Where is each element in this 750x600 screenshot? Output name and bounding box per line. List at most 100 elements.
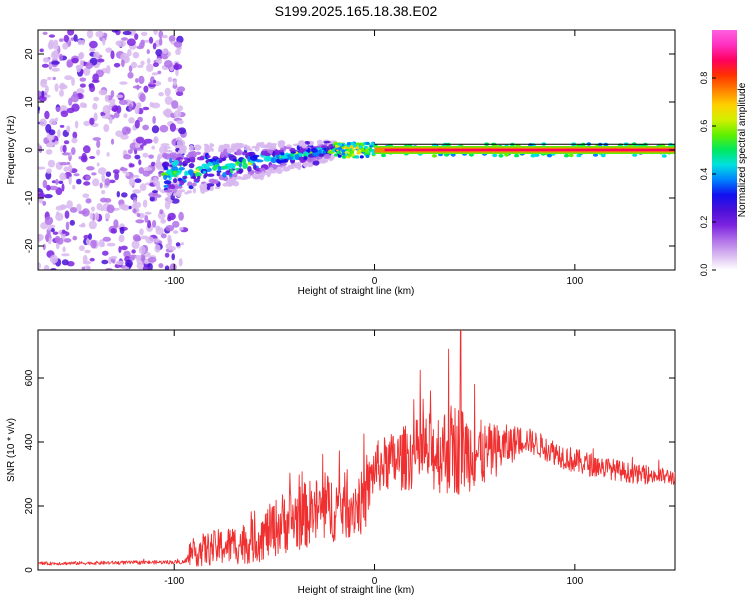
heatmap-cell — [76, 88, 85, 95]
heatmap-cell — [282, 166, 290, 172]
snr-y-label: SNR (10 * v/v) — [6, 418, 17, 482]
heatmap-cell — [163, 166, 169, 171]
heatmap-cell — [226, 171, 231, 175]
heatmap-y-label: Frequency (Hz) — [6, 116, 17, 185]
heatmap-cell — [172, 178, 178, 184]
heatmap-cell — [76, 178, 82, 185]
heatmap-cell — [355, 155, 360, 159]
heatmap-cell — [130, 61, 138, 69]
heatmap-cell — [88, 220, 97, 230]
heatmap-cell — [120, 245, 128, 251]
heatmap-cell — [97, 58, 105, 63]
heatmap-cell — [113, 63, 121, 68]
heatmap-cell — [235, 142, 240, 147]
heatmap-cell — [72, 184, 76, 190]
heatmap-cell — [290, 153, 294, 157]
heatmap-cell — [82, 193, 90, 198]
heatmap-cell — [148, 154, 154, 159]
heatmap-cell — [128, 205, 132, 210]
heatmap-cell — [251, 145, 258, 149]
heatmap-cell — [176, 105, 184, 112]
heatmap-cell — [347, 153, 352, 157]
heatmap-cell — [104, 212, 111, 220]
snr-x-label: Height of straight line (km) — [298, 585, 415, 596]
heatmap-cell — [163, 174, 168, 181]
heatmap-cell — [60, 110, 69, 118]
heatmap-cell — [178, 167, 185, 171]
heatmap-cell — [113, 112, 120, 119]
heatmap-cell — [83, 181, 91, 186]
heatmap-cell — [89, 47, 96, 53]
heatmap-cell — [79, 83, 86, 88]
heatmap-cell — [175, 48, 181, 56]
heatmap-cell — [201, 163, 207, 169]
heatmap-cell — [498, 154, 504, 158]
heatmap-cell — [83, 145, 91, 154]
heatmap-cell — [110, 228, 116, 234]
heatmap-cell — [85, 175, 91, 180]
heatmap-cell — [93, 112, 98, 122]
heatmap-cell — [203, 174, 207, 179]
heatmap-cell — [134, 178, 142, 183]
heatmap-cell — [38, 143, 41, 147]
heatmap-cell — [338, 147, 343, 151]
heatmap-cell — [196, 156, 204, 161]
heatmap-cell — [110, 50, 115, 60]
heatmap-cell — [119, 226, 125, 235]
heatmap-cell — [221, 157, 227, 161]
heatmap-cell — [164, 87, 171, 97]
heatmap-cell — [69, 219, 76, 226]
heatmap-cell — [110, 255, 118, 260]
heatmap-cell — [208, 178, 217, 184]
heatmap-cell — [116, 191, 121, 198]
heatmap-cell — [101, 242, 105, 247]
heatmap-cell — [143, 138, 153, 144]
heatmap-cell — [142, 265, 149, 270]
y-tick-label: -10 — [24, 190, 35, 205]
heatmap-cell — [71, 137, 78, 144]
heatmap-cell — [176, 153, 183, 158]
heatmap-cell — [44, 94, 51, 98]
heatmap-cell — [197, 175, 201, 180]
heatmap-cell — [142, 106, 150, 111]
figure-title: S199.2025.165.18.38.E02 — [275, 3, 438, 19]
heatmap-cell — [534, 153, 540, 157]
heatmap-cell — [310, 148, 318, 153]
heatmap-cell — [224, 151, 229, 157]
heatmap-cell — [265, 155, 271, 161]
heatmap-cell — [236, 176, 242, 180]
heatmap-cell — [59, 82, 66, 90]
heatmap-cell — [182, 175, 188, 180]
heatmap-cell — [432, 154, 437, 158]
heatmap-cell — [151, 125, 160, 134]
heatmap-cell — [492, 153, 498, 158]
heatmap-cell — [176, 119, 184, 125]
heatmap-cell — [147, 256, 157, 263]
heatmap-cell — [89, 84, 96, 93]
heatmap-cell — [349, 145, 354, 149]
heatmap-cell — [172, 79, 177, 86]
heatmap-cell — [92, 137, 102, 141]
heatmap-cell — [192, 187, 196, 194]
heatmap-cell — [177, 86, 186, 93]
heatmap-cell — [147, 220, 152, 229]
heatmap-cell — [277, 140, 285, 146]
heatmap-cell — [530, 153, 536, 158]
heatmap-cell — [135, 254, 142, 261]
heatmap-cell — [153, 176, 158, 186]
heatmap-cell — [144, 251, 151, 258]
heatmap-cell — [172, 220, 180, 228]
heatmap-cell — [168, 35, 176, 43]
heatmap-cell — [61, 152, 70, 156]
y-tick-label: -20 — [24, 238, 35, 253]
heatmap-cell — [279, 162, 288, 166]
heatmap-cell — [148, 83, 157, 87]
heatmap-cell — [289, 165, 294, 169]
heatmap-cell — [229, 168, 234, 175]
heatmap-cell — [173, 192, 177, 197]
heatmap-cell — [73, 173, 80, 177]
heatmap-cell — [93, 51, 100, 59]
heatmap-cell — [97, 167, 107, 175]
heatmap-cell — [593, 153, 598, 157]
